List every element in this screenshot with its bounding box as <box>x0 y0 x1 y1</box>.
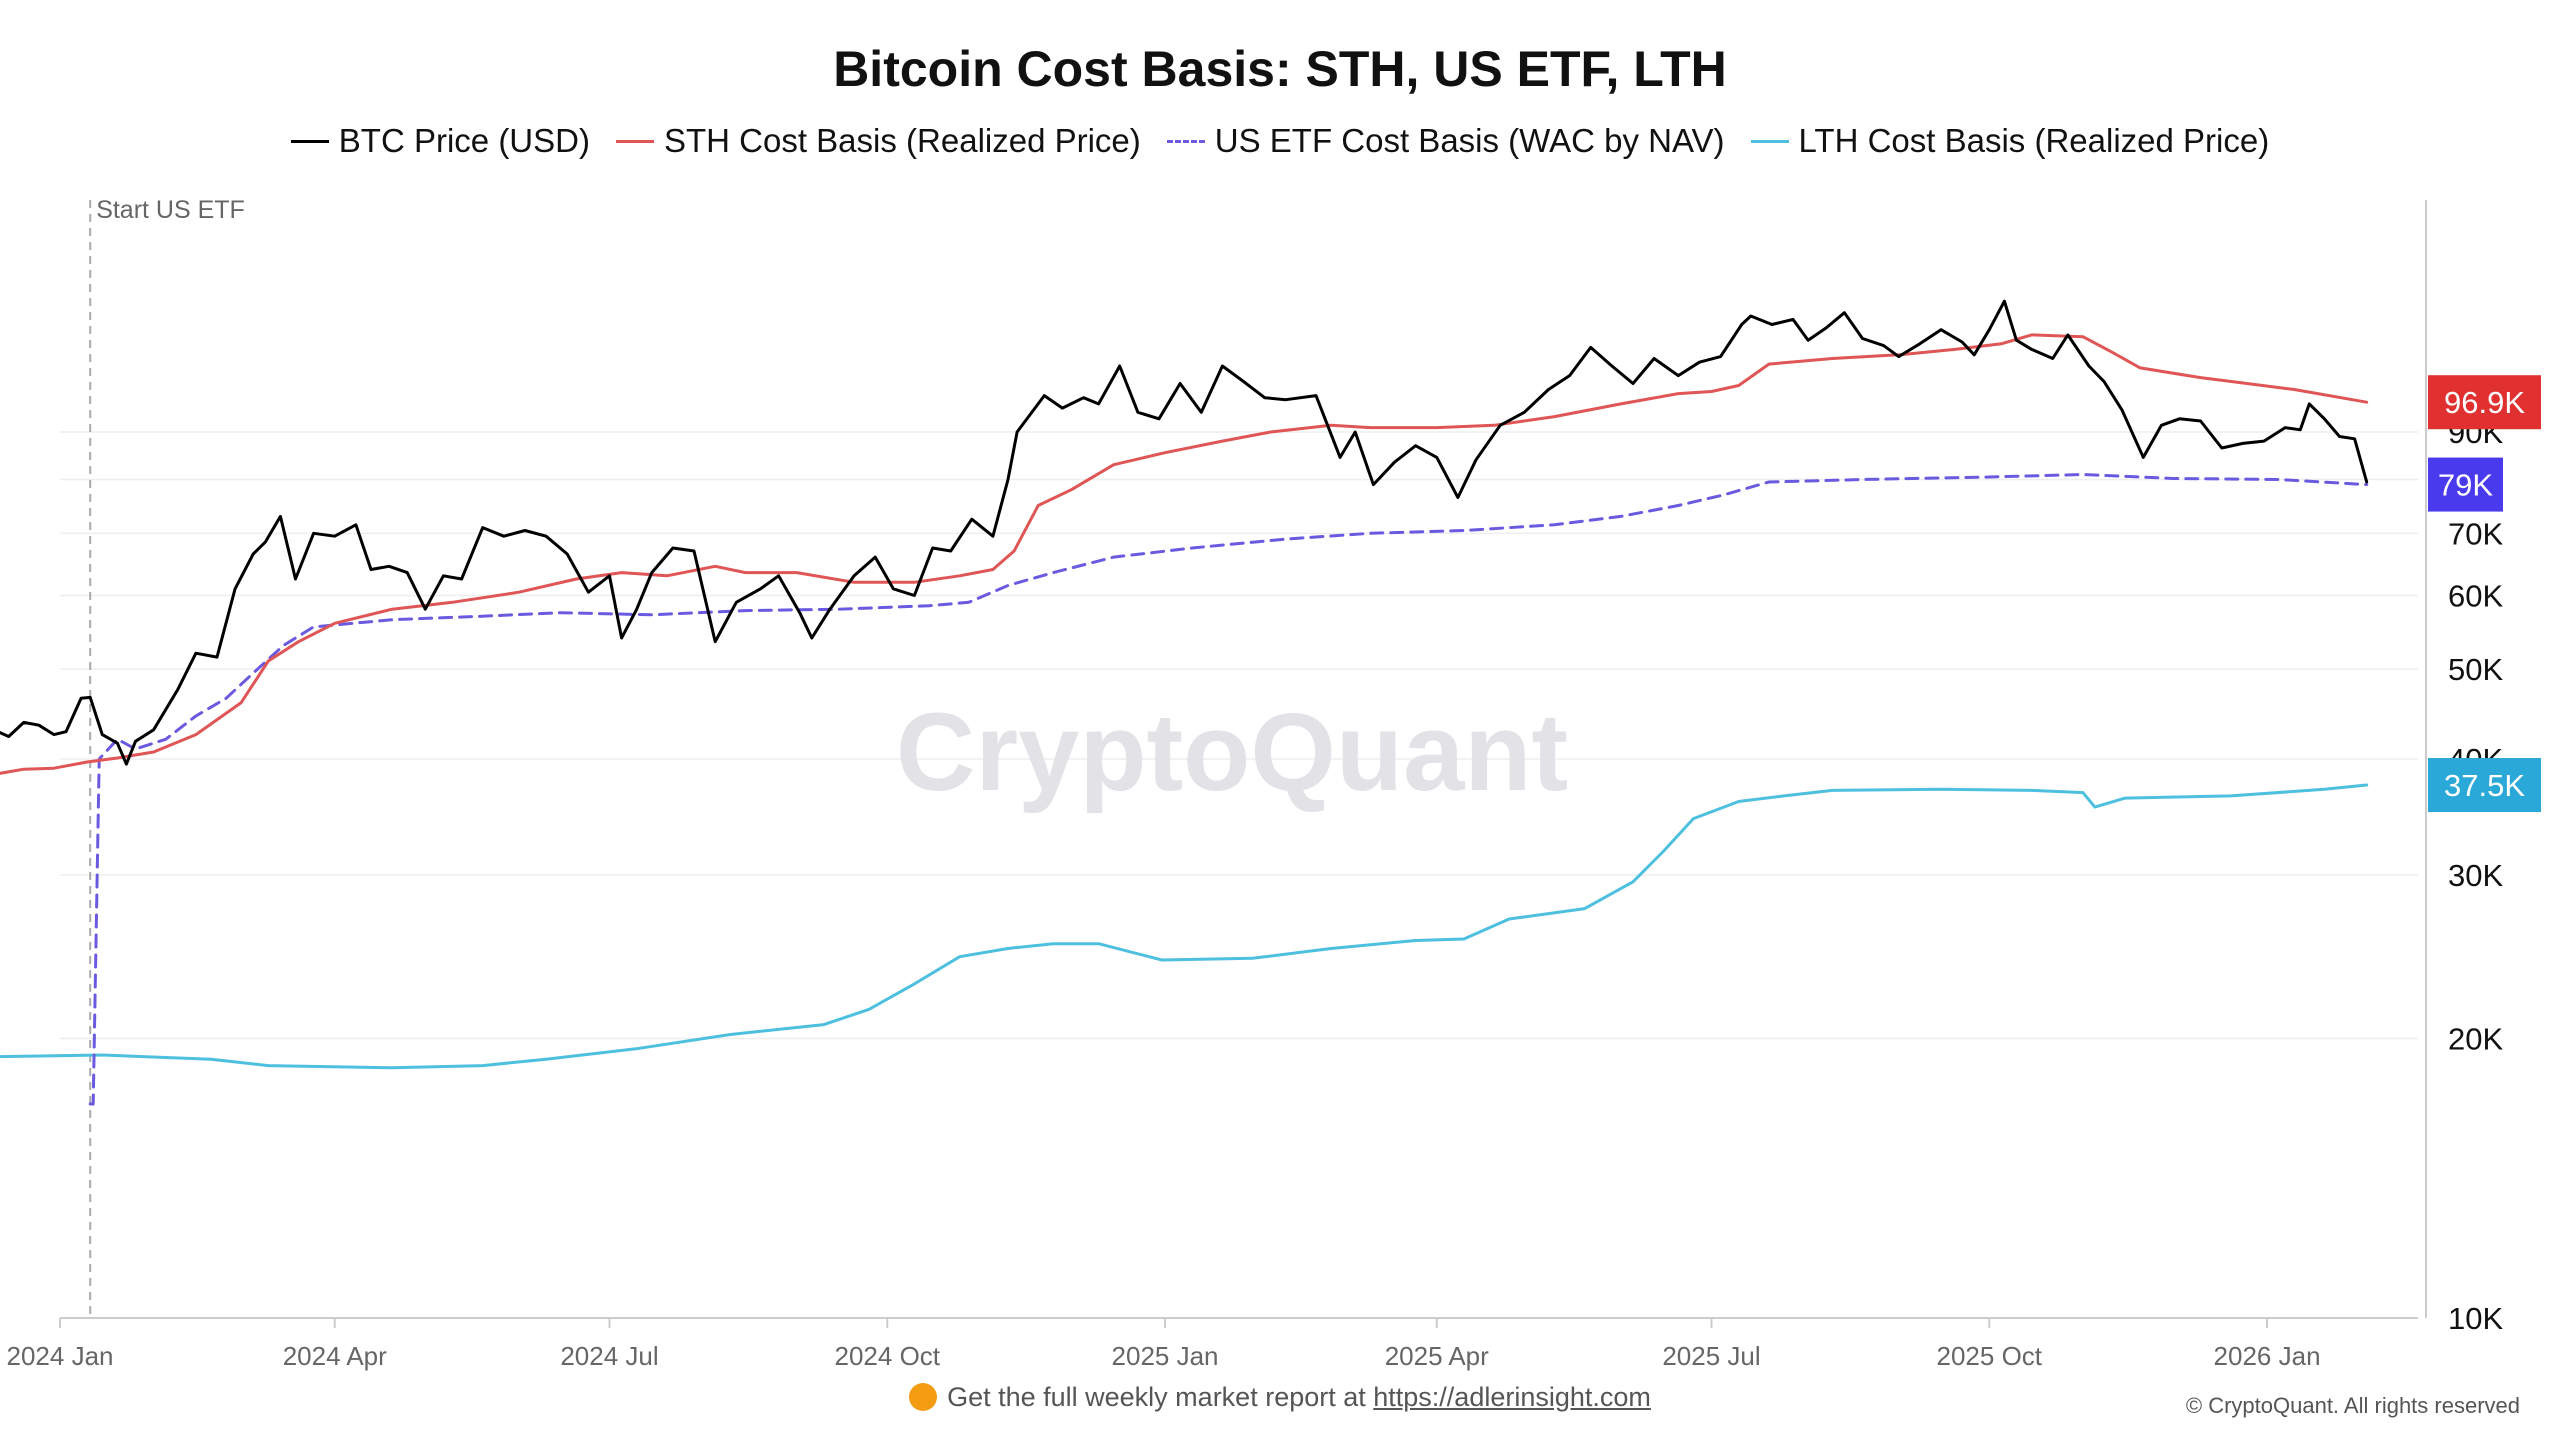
legend-item-2[interactable]: STH Cost Basis (Realized Price) <box>615 122 1141 160</box>
legend-swatch <box>615 139 654 143</box>
legend-swatch <box>1750 139 1789 143</box>
series-line-2 <box>0 333 2369 775</box>
end-label-box <box>2428 457 2503 512</box>
orange-dot-icon <box>909 1383 938 1411</box>
y-tick-label: 10K <box>2448 1301 2503 1336</box>
footer-note: Get the full weekly market report at htt… <box>0 1382 2560 1413</box>
y-tick-label: 50K <box>2448 652 2503 687</box>
x-tick-label: 2025 Oct <box>1937 1341 2043 1371</box>
x-tick-label: 2024 Apr <box>283 1341 387 1371</box>
x-tick-label: 2024 Oct <box>835 1341 941 1371</box>
end-label-box <box>2428 375 2541 430</box>
legend-swatch <box>290 139 329 143</box>
legend-item-1[interactable]: BTC Price (USD) <box>290 122 590 160</box>
y-tick-label: 30K <box>2448 858 2503 893</box>
legend-label: LTH Cost Basis (Realized Price) <box>1798 122 2270 159</box>
x-tick-label: 2024 Jan <box>7 1341 114 1371</box>
end-label-text: 96.9K <box>2444 385 2525 420</box>
series-line-3 <box>88 473 2369 1106</box>
y-tick-label: 20K <box>2448 1022 2503 1057</box>
legend-swatch <box>1166 139 1205 143</box>
x-tick-label: 2025 Jul <box>1662 1341 1760 1371</box>
annotation-label: Start US ETF <box>96 196 245 224</box>
footer-link[interactable]: https://adlerinsight.com <box>1373 1382 1651 1412</box>
legend-item-3[interactable]: US ETF Cost Basis (WAC by NAV) <box>1166 122 1725 160</box>
legend: BTC Price (USD) STH Cost Basis (Realized … <box>0 122 2560 160</box>
end-label-box <box>2428 758 2541 813</box>
legend-label: US ETF Cost Basis (WAC by NAV) <box>1214 122 1725 159</box>
end-label-text: 37.5K <box>2444 768 2525 803</box>
x-tick-label: 2026 Jan <box>2214 1341 2321 1371</box>
series-line-4 <box>0 783 2369 1070</box>
legend-item-4[interactable]: LTH Cost Basis (Realized Price) <box>1750 122 2270 160</box>
y-tick-label: 70K <box>2448 516 2503 551</box>
legend-label: BTC Price (USD) <box>338 122 590 159</box>
end-label-text: 79K <box>2438 468 2493 503</box>
y-tick-label: 60K <box>2448 579 2503 614</box>
legend-label: STH Cost Basis (Realized Price) <box>663 122 1141 159</box>
copyright: © CryptoQuant. All rights reserved <box>2185 1393 2520 1418</box>
watermark: CryptoQuant <box>896 691 1568 814</box>
footer-note-text: Get the full weekly market report at <box>947 1382 1366 1412</box>
x-tick-label: 2024 Jul <box>560 1341 658 1371</box>
x-tick-label: 2025 Apr <box>1385 1341 1489 1371</box>
series-line-1 <box>0 299 2369 766</box>
chart-title: Bitcoin Cost Basis: STH, US ETF, LTH <box>833 41 1727 97</box>
x-tick-label: 2025 Jan <box>1112 1341 1219 1371</box>
